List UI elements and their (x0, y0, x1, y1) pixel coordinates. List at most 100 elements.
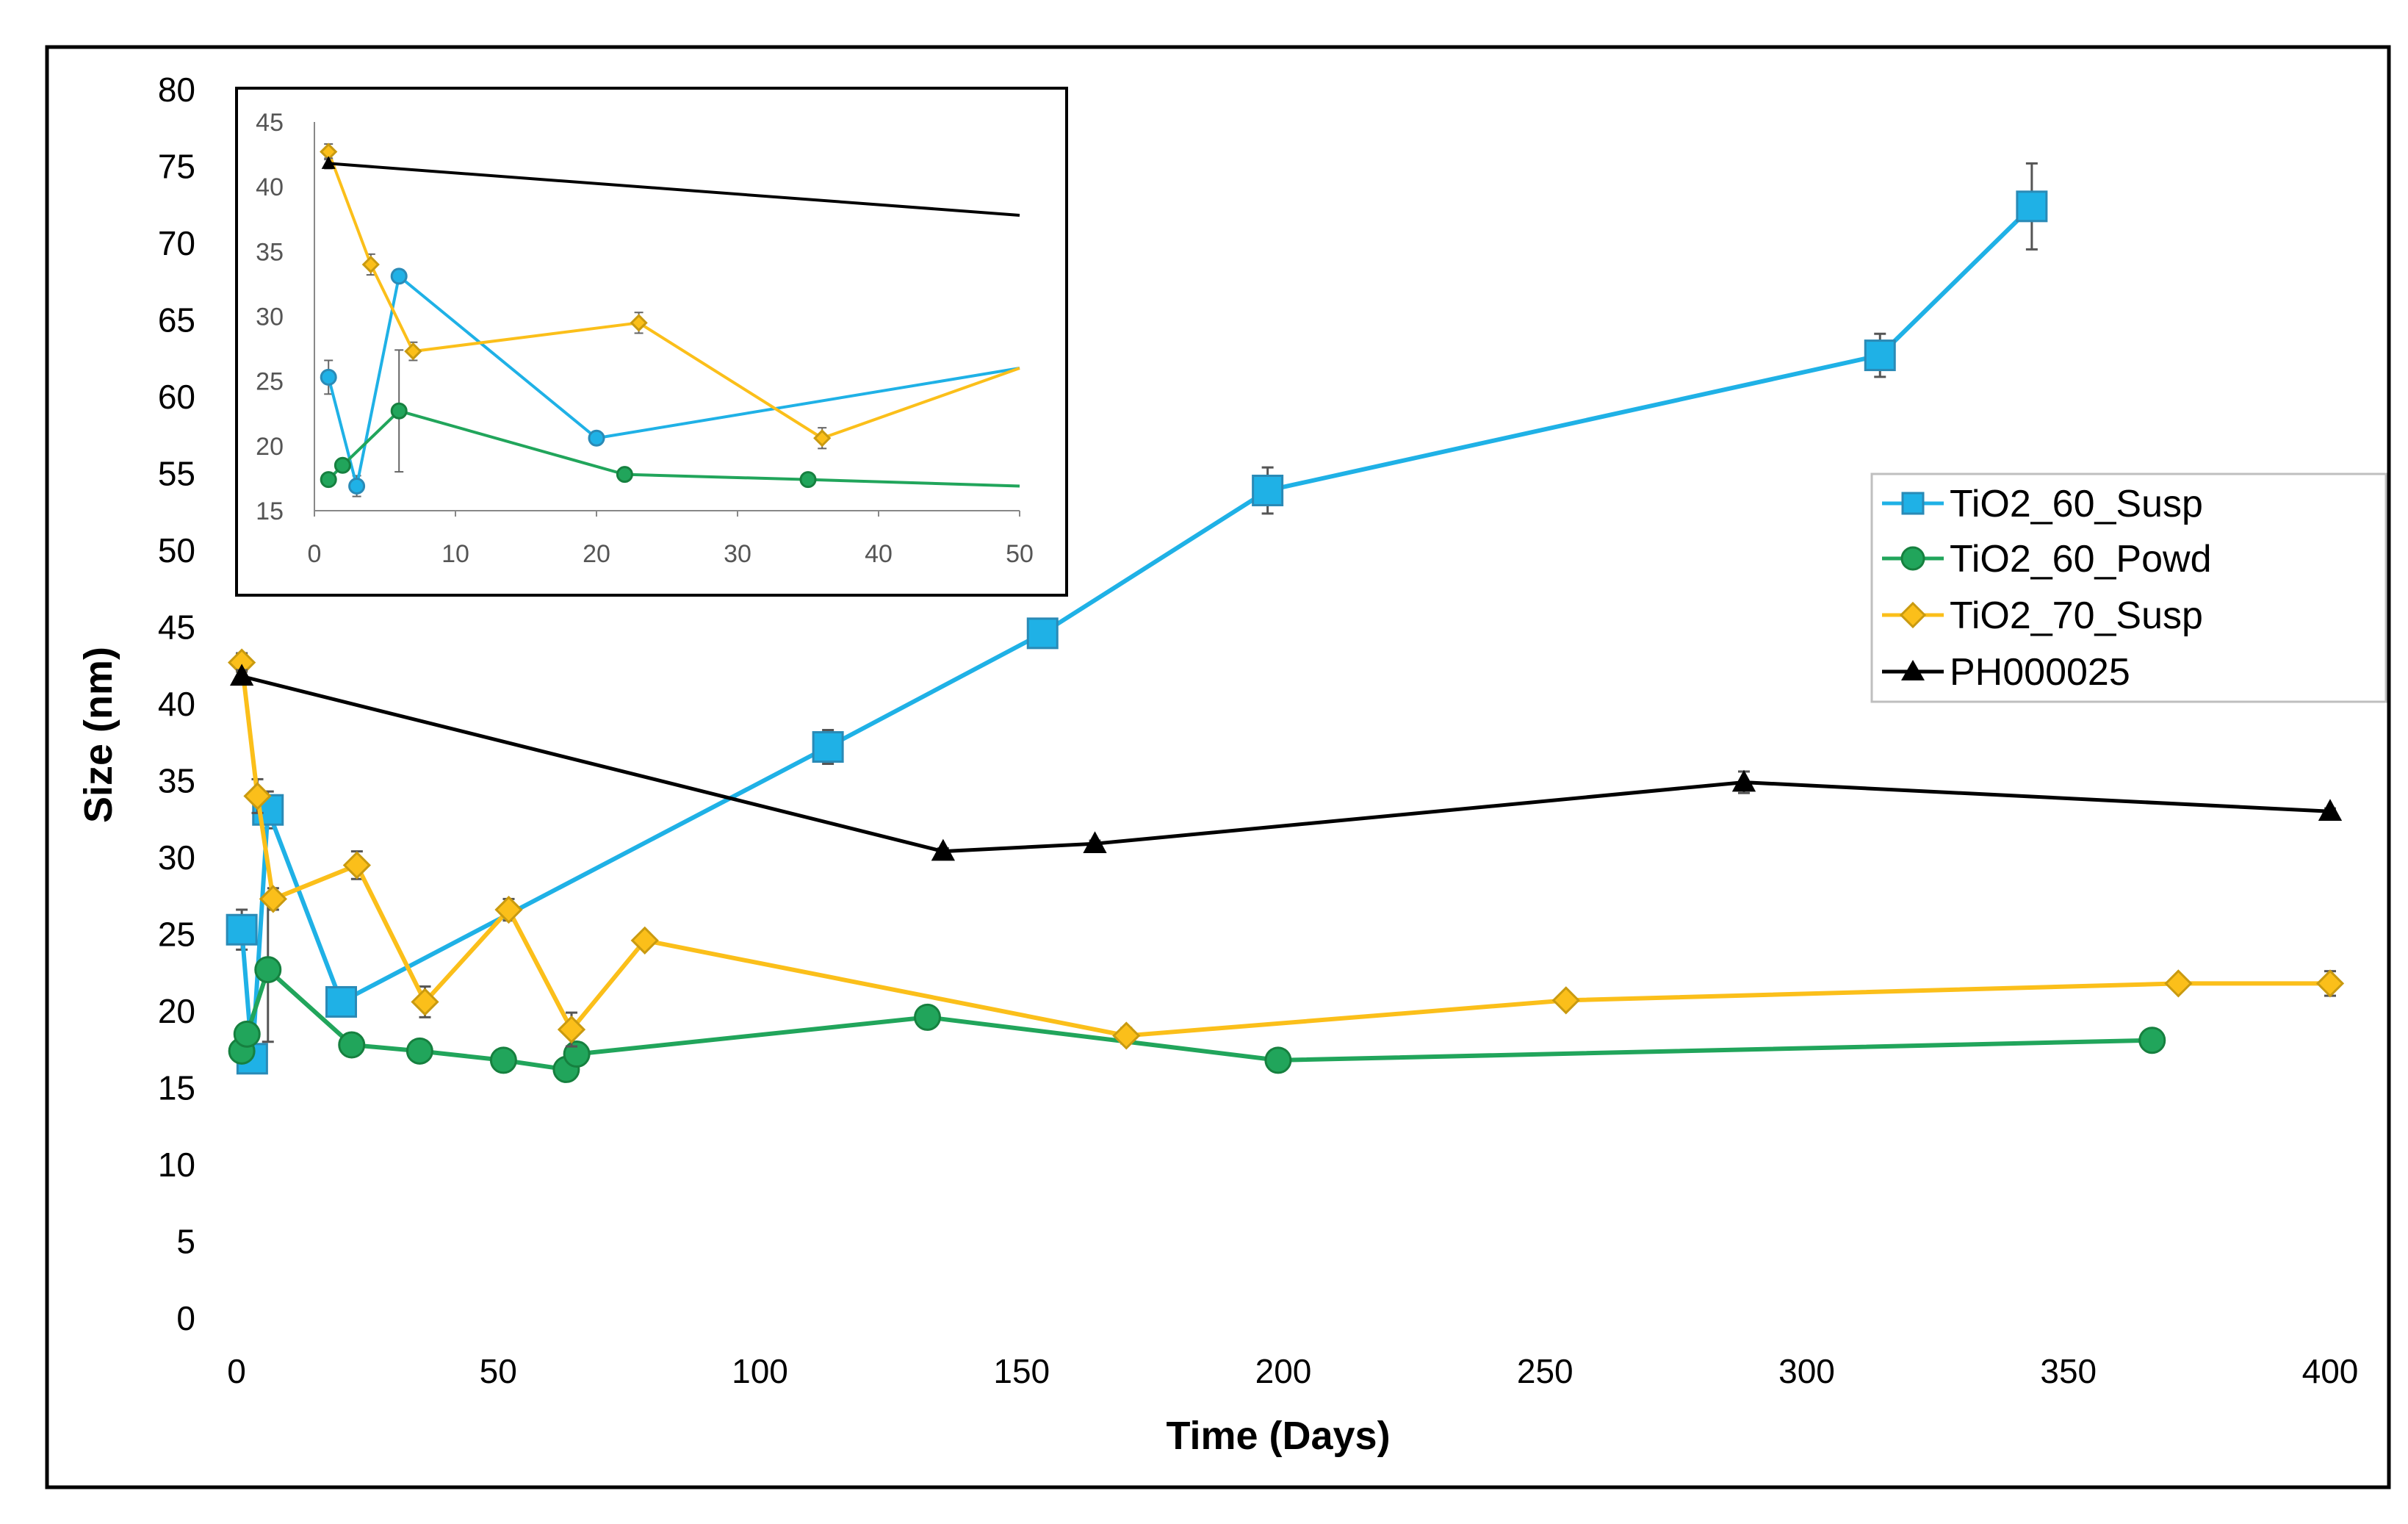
data-point (226, 913, 258, 946)
inset-series-tio2-70-susp (320, 143, 1020, 450)
y-tick-label: 10 (158, 1146, 195, 1184)
data-point (1252, 474, 1284, 506)
data-point (494, 895, 523, 924)
inset-data-point (390, 402, 408, 420)
legend-label: TiO2_60_Powd (1950, 538, 2212, 581)
data-point (259, 885, 287, 913)
inset-data-point (348, 477, 366, 495)
x-tick-label: 200 (1255, 1352, 1312, 1390)
inset-data-point (321, 156, 336, 169)
y-tick-label: 45 (158, 608, 195, 647)
inset-series-line (328, 162, 1020, 217)
y-tick-label: 5 (176, 1223, 195, 1261)
inset-y-tick-label: 25 (256, 368, 284, 396)
inset-data-point (799, 471, 817, 489)
data-point (1083, 831, 1107, 853)
legend-box (1870, 472, 2387, 703)
data-point (914, 1003, 941, 1031)
inset-y-tick-label: 45 (256, 109, 284, 137)
data-point (812, 731, 844, 763)
inset-data-point (616, 466, 633, 484)
inset-x-tick-label: 10 (441, 540, 469, 568)
y-tick-label: 55 (158, 455, 195, 493)
inset-x-tick-label: 20 (583, 540, 610, 568)
x-tick-label: 50 (480, 1352, 517, 1390)
x-tick-label: 250 (1517, 1352, 1574, 1390)
x-tick-label: 100 (732, 1352, 788, 1390)
data-point (233, 1020, 261, 1048)
data-point (1264, 1046, 1292, 1074)
inset-data-point (813, 429, 832, 448)
x-tick-label: 350 (2040, 1352, 2097, 1390)
inset-panel (235, 87, 1068, 597)
inset-x-tick-label: 40 (865, 540, 893, 568)
y-tick-label: 80 (158, 71, 195, 109)
inset-x-tick-label: 30 (724, 540, 751, 568)
inset-data-point (588, 429, 605, 447)
data-point (489, 1046, 517, 1074)
y-tick-label: 75 (158, 148, 195, 186)
x-tick-label: 0 (227, 1352, 246, 1390)
y-tick-label: 40 (158, 685, 195, 723)
inset-y-tick-label: 20 (256, 433, 284, 461)
legend-item-ph000025: PH000025 (1882, 651, 2130, 694)
inset-x-tick-label: 0 (308, 540, 322, 568)
inset-frame (235, 87, 1068, 597)
data-point (342, 851, 371, 880)
data-point (254, 956, 282, 984)
data-point (243, 782, 272, 810)
series-line (239, 662, 2330, 1038)
inset-x-tick-label: 50 (1006, 540, 1034, 568)
legend-label: TiO2_60_Susp (1950, 483, 2203, 525)
y-tick-label: 65 (158, 301, 195, 339)
inset-data-point (361, 255, 380, 274)
inset-data-point (390, 267, 408, 285)
x-tick-label: 300 (1778, 1352, 1835, 1390)
legend-marker-circle (1900, 546, 1925, 571)
y-tick-label: 50 (158, 531, 195, 569)
legend-label: PH000025 (1950, 651, 2130, 694)
y-tick-label: 25 (158, 916, 195, 954)
x-tick-label: 400 (2302, 1352, 2359, 1390)
inset-y-tick-label: 40 (256, 173, 284, 201)
inset-series-line (327, 151, 1020, 440)
series-ph000025 (229, 664, 2343, 861)
inset-y-tick-label: 35 (256, 238, 284, 266)
data-point (563, 1040, 591, 1068)
data-point (405, 1037, 433, 1065)
inset-axes: 15 20 25 30 35 40 45 0 10 20 30 40 50 (256, 109, 1034, 568)
inset-data-point (630, 314, 648, 332)
legend-item-tio2-60-powd: TiO2_60_Powd (1882, 538, 2212, 581)
data-point (1731, 769, 1756, 792)
inset-series-tio2-60-susp (320, 267, 1020, 497)
inset-series-ph000025 (321, 156, 1020, 217)
legend-item-tio2-60-susp: TiO2_60_Susp (1882, 483, 2203, 525)
legend-marker-triangle (1901, 660, 1925, 680)
legend-marker-diamond (1899, 601, 1927, 629)
legend: TiO2_60_Susp TiO2_60_Powd TiO2_70_Susp P… (1870, 472, 2387, 703)
data-point (2164, 969, 2193, 998)
data-point (1864, 339, 1896, 372)
x-tick-label: 150 (993, 1352, 1050, 1390)
data-point (2138, 1027, 2166, 1054)
data-point (557, 1015, 586, 1044)
inset-y-tick-label: 30 (256, 303, 284, 331)
y-tick-label: 70 (158, 224, 195, 262)
data-point (1551, 986, 1580, 1015)
y-tick-label: 15 (158, 1069, 195, 1107)
data-point (931, 838, 956, 861)
data-point (2318, 799, 2343, 822)
inset-data-point (320, 471, 337, 489)
data-point (325, 985, 357, 1018)
data-point (2315, 969, 2345, 998)
y-axis-label: Size (nm) (76, 647, 120, 823)
series-tio2-60-powd (228, 896, 2166, 1083)
data-point (1026, 617, 1059, 650)
data-point (630, 926, 659, 955)
inset-series-layer (320, 143, 1020, 497)
main-series-layer (226, 162, 2345, 1083)
data-point (411, 988, 439, 1016)
legend-label: TiO2_70_Susp (1950, 594, 2203, 637)
